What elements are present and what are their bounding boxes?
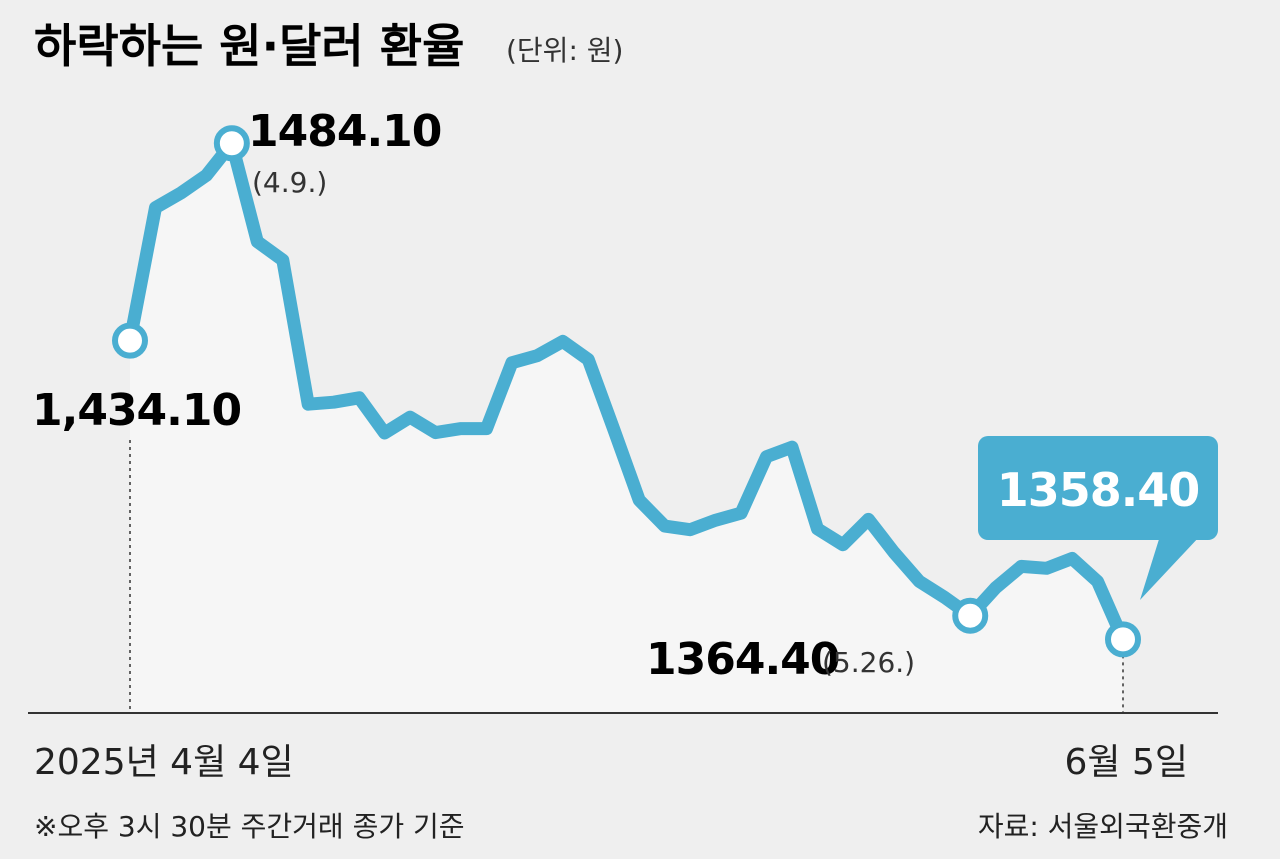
end-value-label: 1358.40 <box>997 463 1200 517</box>
area-fill <box>130 143 1123 714</box>
min-date-label: (5.26.) <box>822 646 915 679</box>
start-value-label: 1,434.10 <box>32 385 241 436</box>
max-value-label: 1484.10 <box>248 106 441 157</box>
min-value-label: 1364.40 <box>646 634 839 685</box>
chart-title: 하락하는 원·달러 환율 <box>34 19 464 73</box>
callout-pointer <box>1140 536 1200 600</box>
unit-label: (단위: 원) <box>506 34 623 67</box>
start-point-marker <box>112 322 148 359</box>
x-start-label: 2025년 4월 4일 <box>34 742 294 783</box>
end-point-marker <box>1105 621 1141 658</box>
callout-box <box>978 436 1218 540</box>
end-value-callout: 1358.40 <box>978 436 1218 600</box>
max-date-label: (4.9.) <box>252 166 327 199</box>
x-end-label: 6월 5일 <box>1065 742 1189 783</box>
footnote: ※오후 3시 30분 주간거래 종가 기준 <box>34 810 465 843</box>
source-label: 자료: 서울외국환중개 <box>978 810 1228 843</box>
min-point-marker <box>952 597 989 634</box>
max-point-marker <box>213 125 250 162</box>
